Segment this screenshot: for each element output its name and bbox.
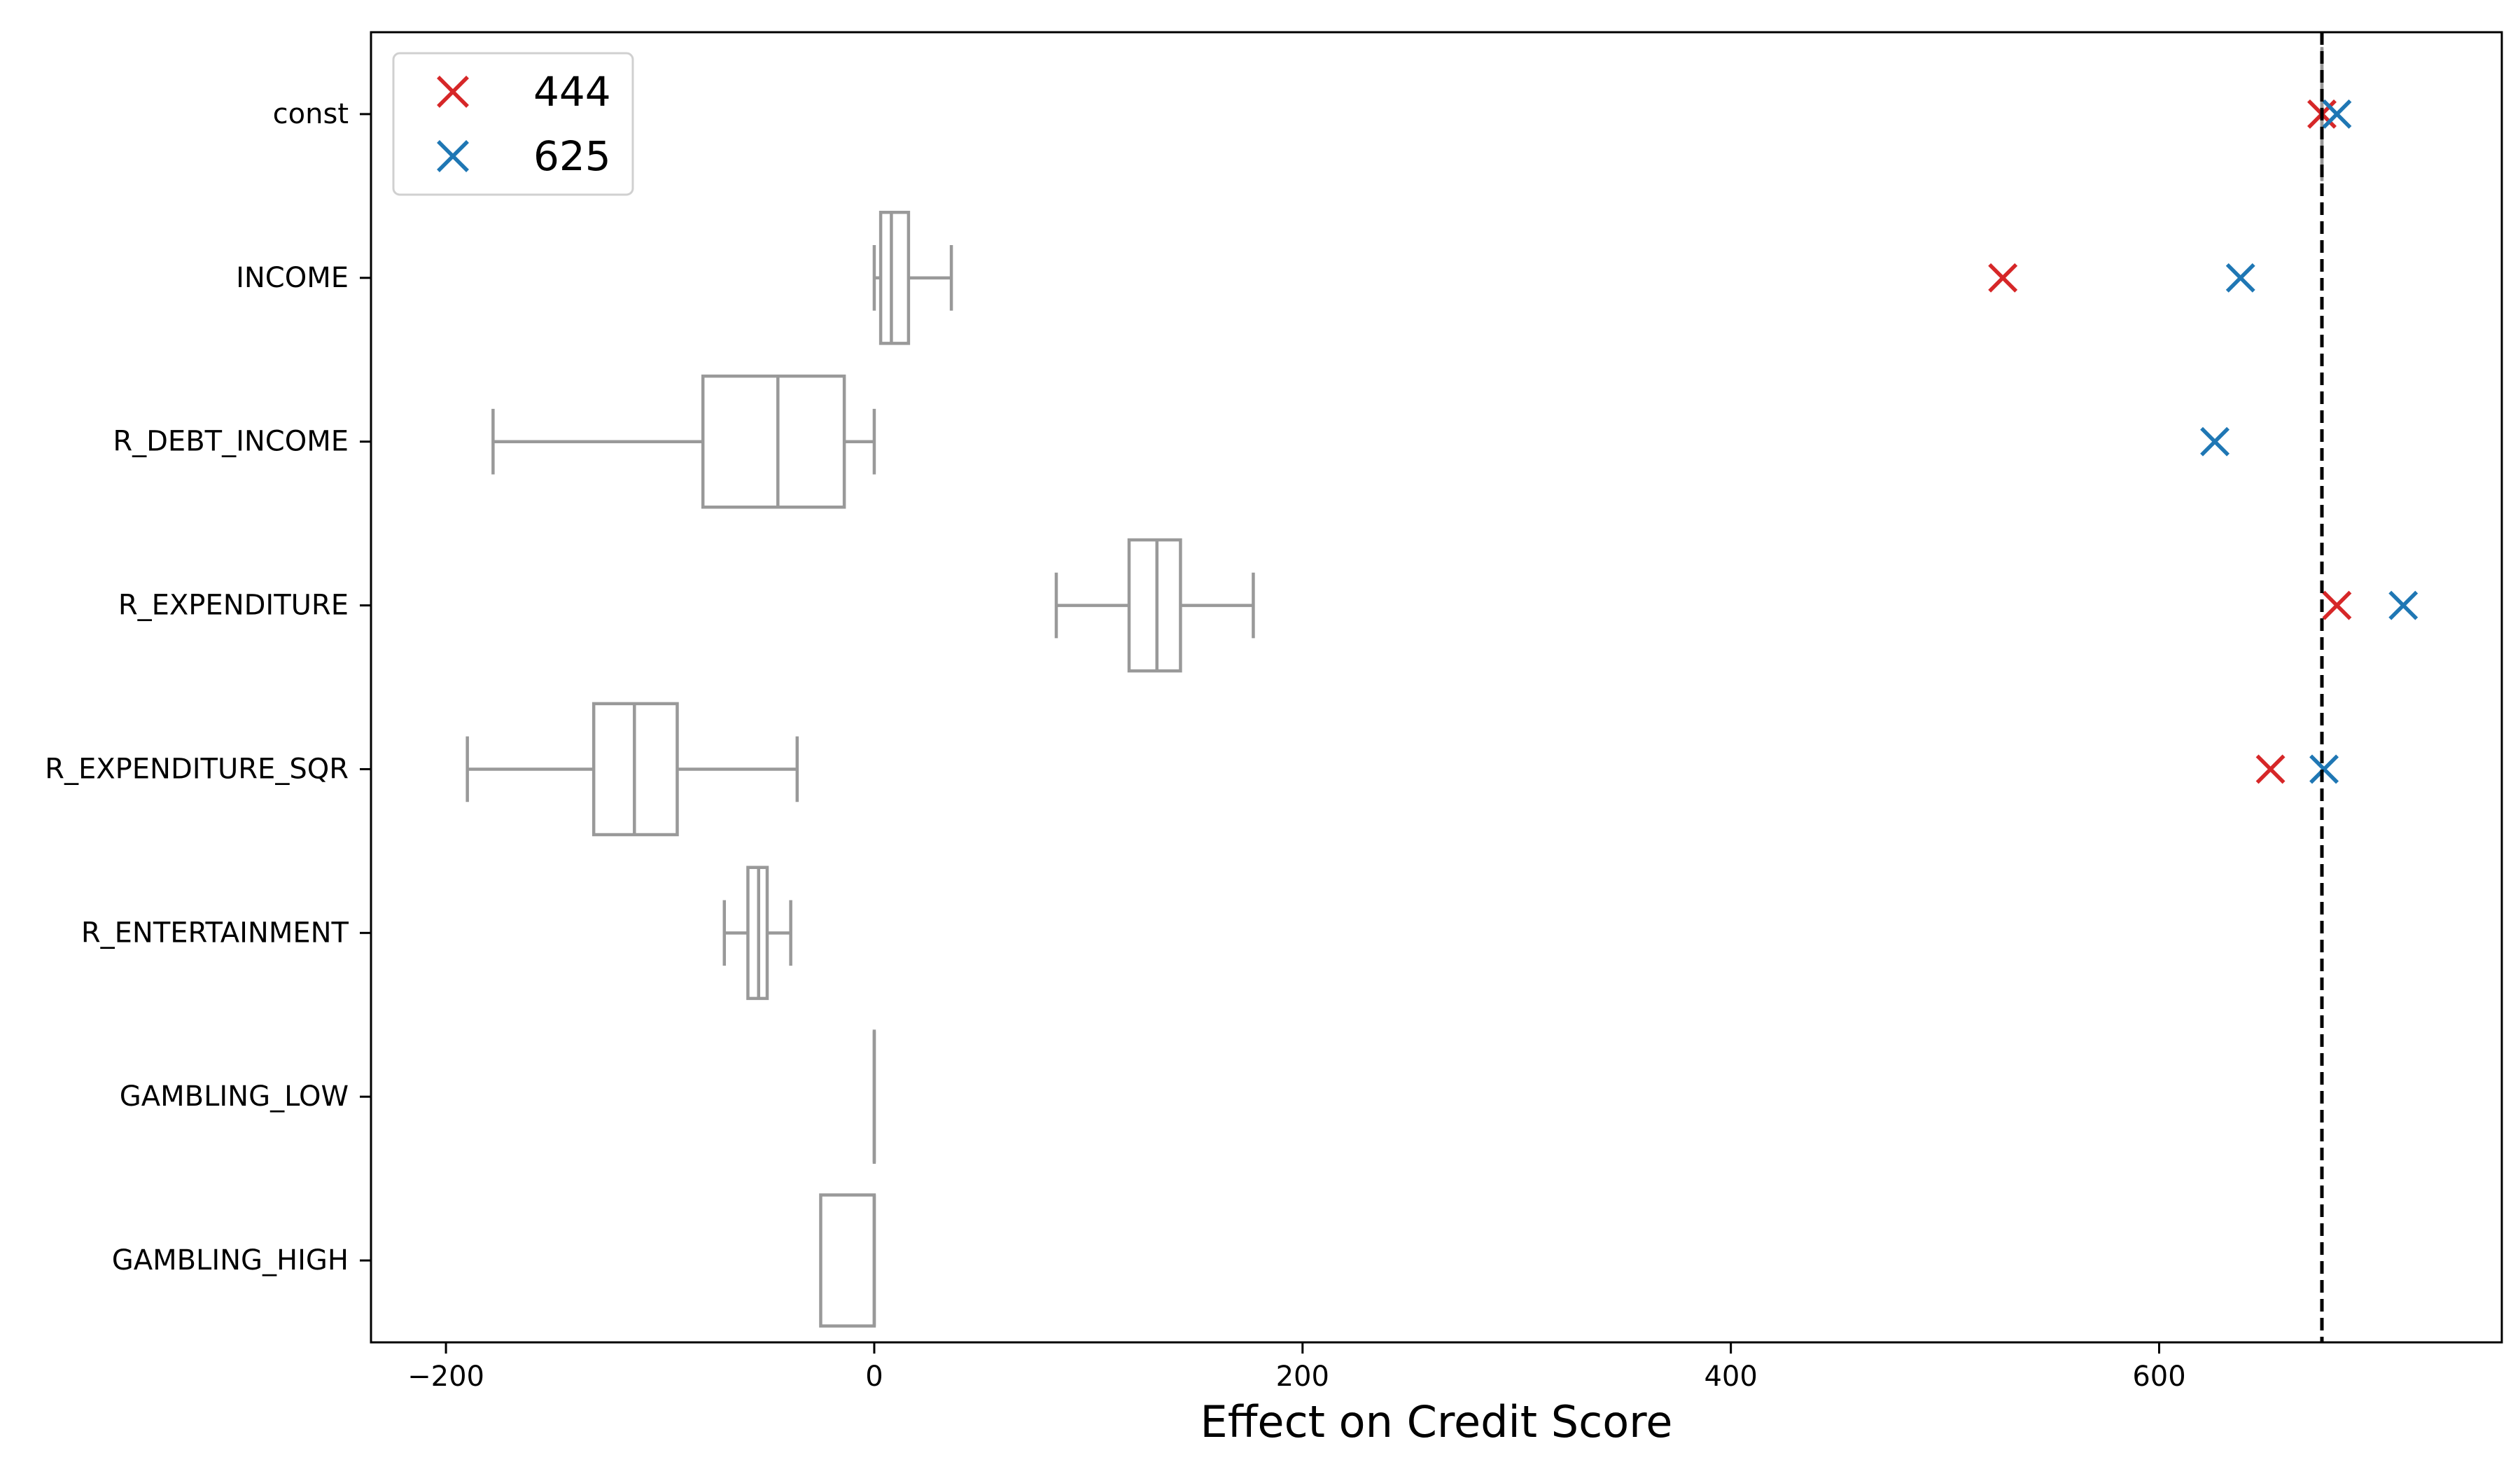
- x-tick-label: 200: [1276, 1361, 1329, 1393]
- x-tick-label: 0: [865, 1361, 883, 1393]
- x-tick-label: −200: [407, 1361, 484, 1393]
- x-tick-label: 600: [2132, 1361, 2185, 1393]
- legend-label: 625: [533, 132, 611, 180]
- y-tick-label: GAMBLING_LOW: [120, 1080, 349, 1113]
- y-tick-label: INCOME: [236, 262, 349, 294]
- x-tick-label: 400: [1704, 1361, 1757, 1393]
- y-tick-label: R_EXPENDITURE_SQR: [45, 753, 349, 785]
- y-tick-label: GAMBLING_HIGH: [112, 1244, 349, 1277]
- y-tick-label: R_DEBT_INCOME: [113, 426, 349, 458]
- y-tick-label: R_ENTERTAINMENT: [81, 917, 349, 949]
- x-axis-label: Effect on Credit Score: [1200, 1396, 1673, 1447]
- legend-label: 444: [533, 68, 611, 116]
- y-tick-label: const: [273, 98, 349, 130]
- y-tick-label: R_EXPENDITURE: [118, 590, 349, 622]
